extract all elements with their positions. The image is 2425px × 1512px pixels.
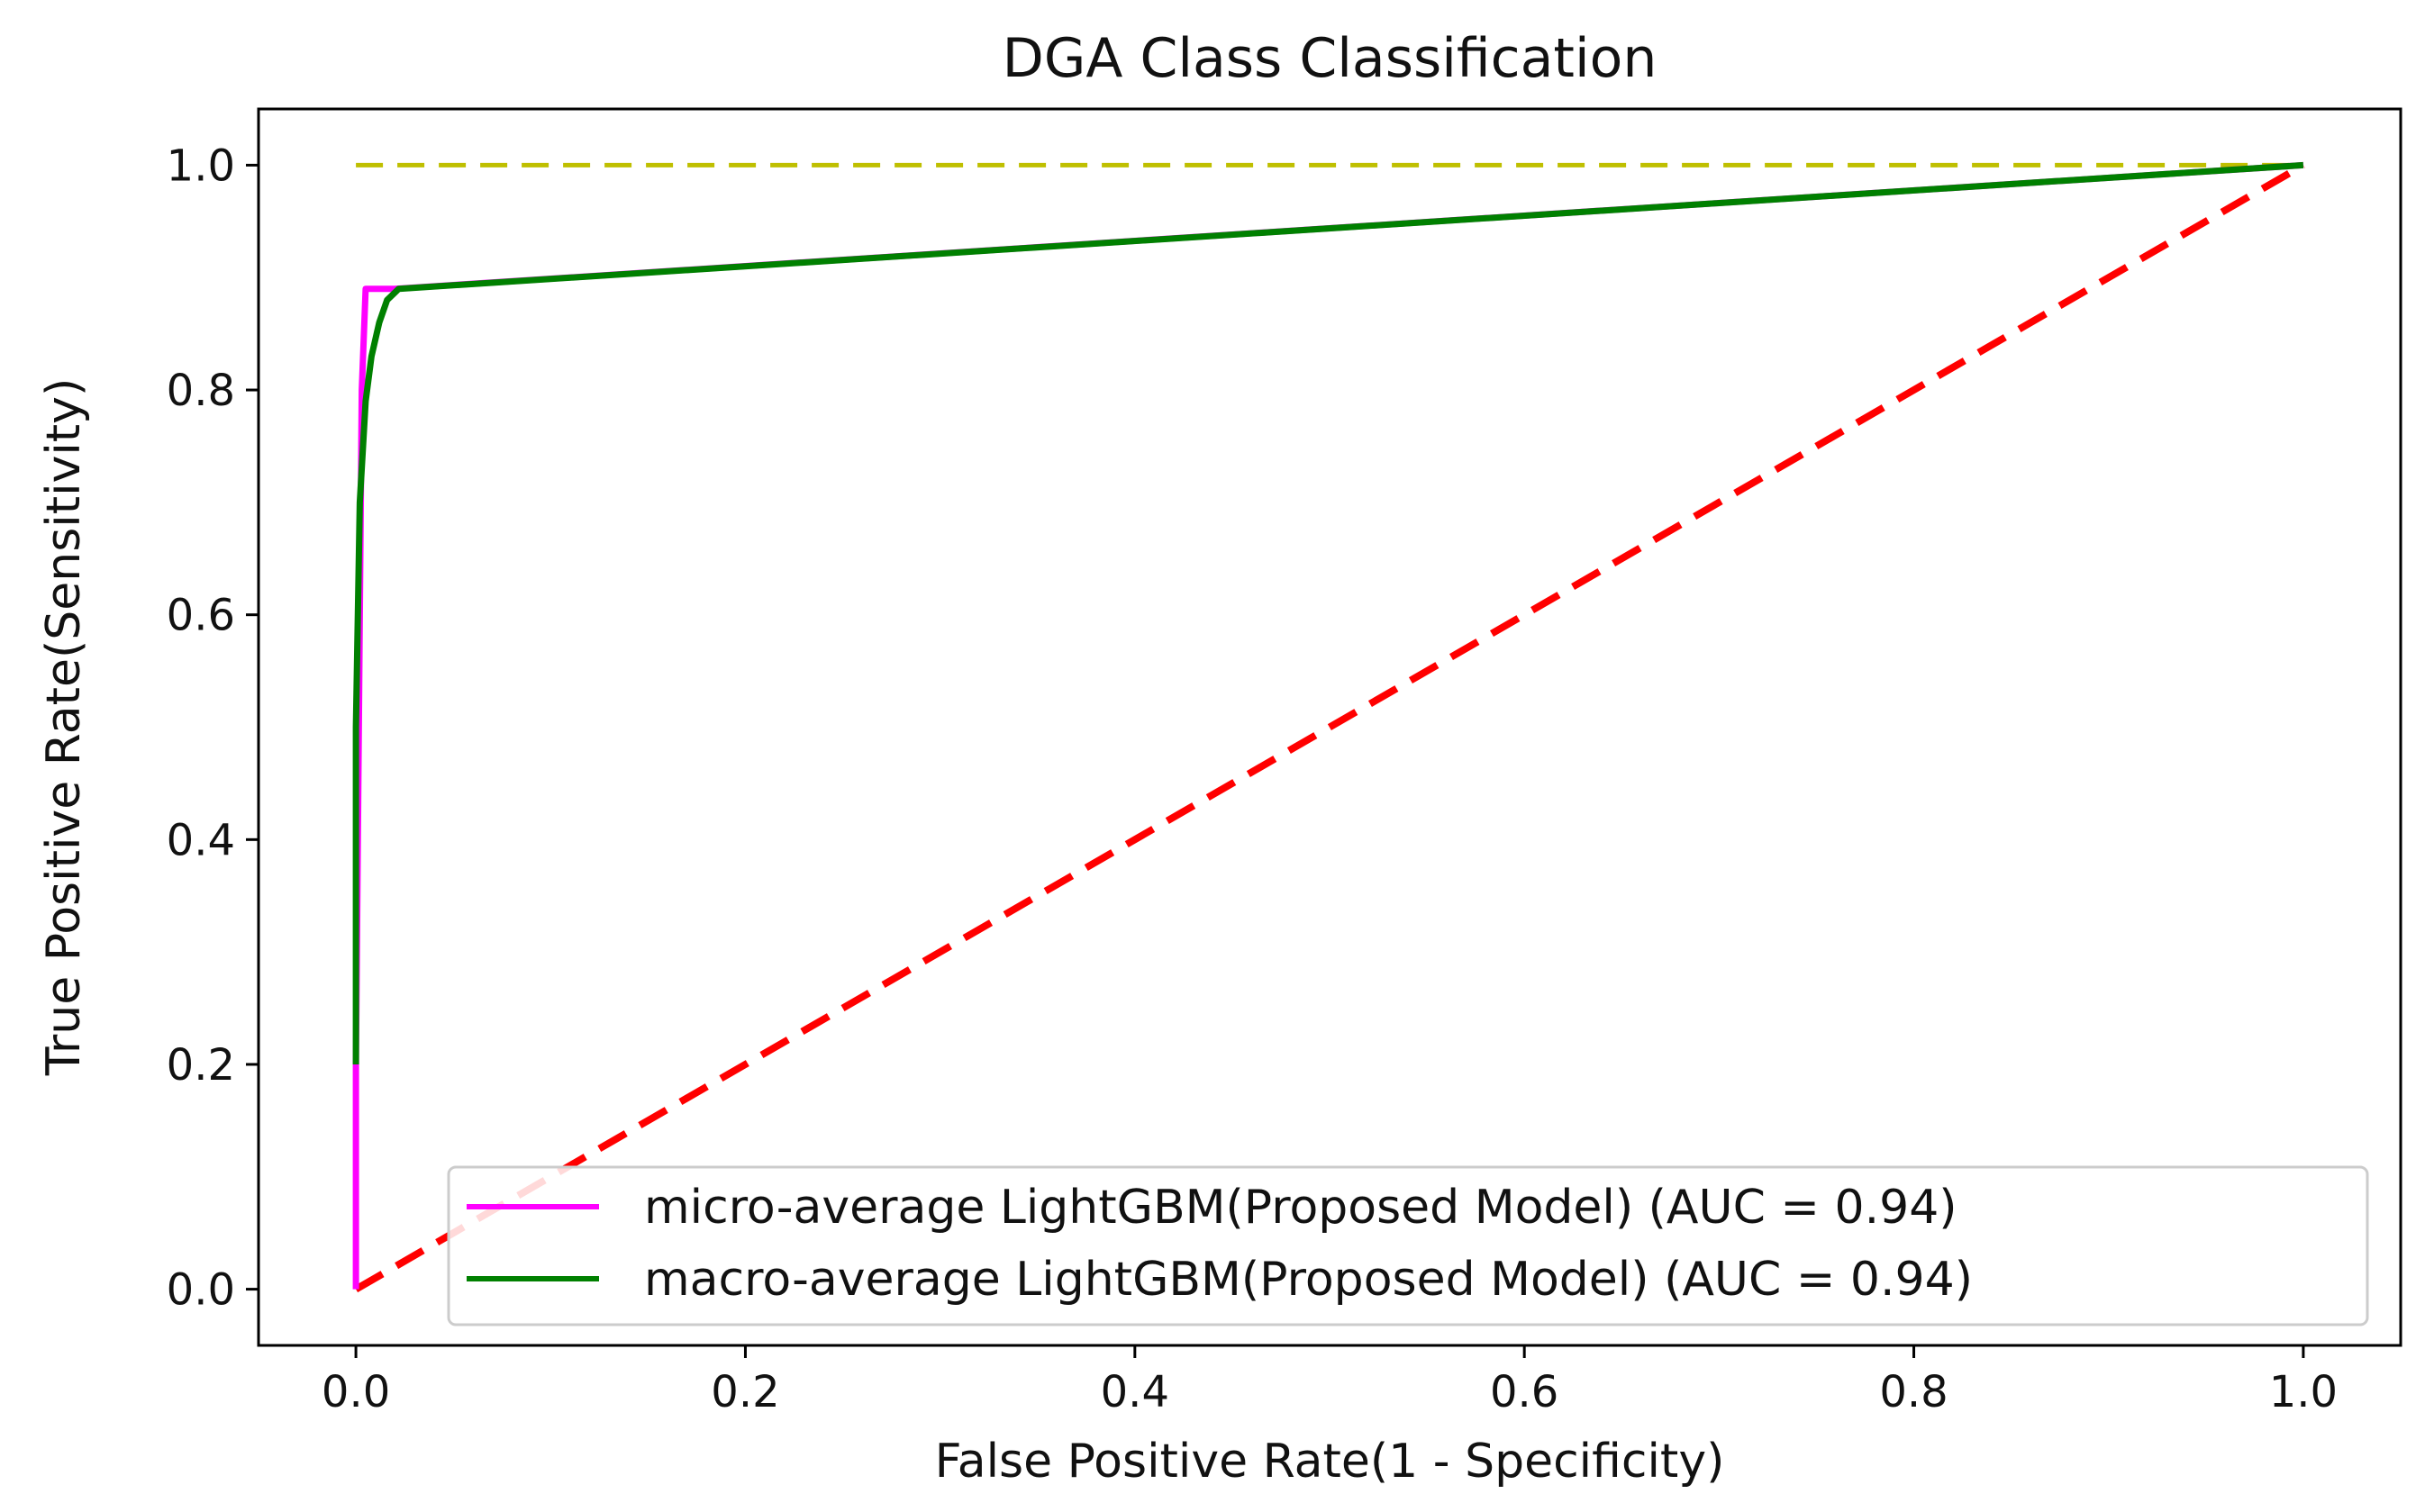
legend-label-macro: macro-average LightGBM(Proposed Model) (… (644, 1253, 1973, 1307)
x-axis-label: False Positive Rate(1 - Specificity) (935, 1435, 1725, 1489)
y-tick-label: 0.0 (167, 1265, 235, 1316)
y-tick-label: 0.6 (167, 591, 235, 641)
x-tick-label: 0.6 (1490, 1367, 1558, 1417)
plot-frame (257, 107, 2402, 1347)
x-axis: 0.0 0.2 0.4 0.6 0.8 1.0 (322, 1345, 2338, 1417)
chart-title: DGA Class Classification (1003, 27, 1658, 90)
legend-label-micro: micro-average LightGBM(Proposed Model) (… (644, 1181, 1957, 1235)
y-tick-label: 0.2 (167, 1040, 235, 1091)
series-line-macro-average (352, 161, 2304, 1064)
x-tick-label: 0.8 (1879, 1367, 1948, 1417)
x-tick-label: 0.2 (711, 1367, 779, 1417)
series-line-reference (354, 161, 2305, 1293)
x-tick-label: 0.4 (1101, 1367, 1169, 1417)
legend-frame (447, 1165, 2369, 1326)
y-axis: 0.0 0.2 0.4 0.6 0.8 1.0 (167, 140, 259, 1316)
y-tick-label: 1.0 (167, 140, 235, 191)
y-tick-label: 0.4 (167, 815, 235, 865)
y-axis-label: True Positive Rate(Sensitivity) (37, 378, 91, 1077)
y-tick-label: 0.8 (167, 366, 235, 416)
legend: micro-average LightGBM(Proposed Model) (… (447, 1165, 2369, 1326)
series-layer (352, 161, 2305, 1293)
x-tick-label: 0.0 (322, 1367, 390, 1417)
x-tick-label: 1.0 (2269, 1367, 2338, 1417)
